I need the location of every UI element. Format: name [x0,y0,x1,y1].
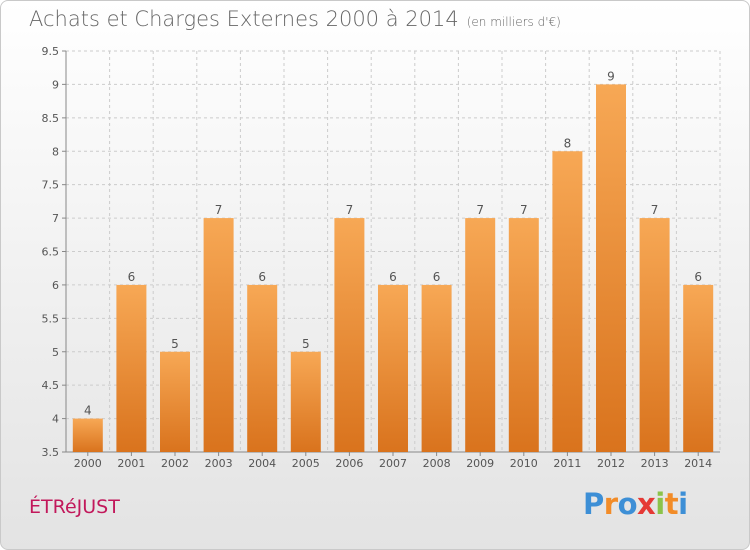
bar [508,218,539,452]
bar [552,151,583,452]
y-tick-label: 9 [52,78,59,91]
logo-letter: i [678,487,688,521]
bar-value-label: 6 [433,270,441,284]
bar-value-label: 7 [651,203,659,217]
bar [203,218,234,452]
chart-unit: (en milliers d'€) [466,15,561,29]
bar-value-label: 6 [128,270,136,284]
bar-value-label: 6 [258,270,266,284]
x-tick-label: 2006 [335,457,363,470]
bar-value-label: 7 [476,203,484,217]
logo-letter: P [583,487,604,521]
y-tick-label: 9.5 [42,45,60,58]
y-tick-label: 8.5 [42,112,60,125]
bar-value-label: 9 [607,69,615,83]
x-tick-label: 2007 [379,457,407,470]
logo-letter: o [617,487,638,521]
logo-letter: r [603,487,618,521]
bar [683,284,714,452]
bar [378,284,408,452]
y-tick-label: 6 [52,279,59,292]
x-tick-label: 2003 [205,457,233,470]
y-tick-label: 7.5 [42,179,60,192]
x-tick-label: 2005 [292,457,320,470]
bar [465,218,496,452]
y-tick-label: 8 [52,145,59,158]
bar [72,418,103,452]
bar [116,284,147,452]
bar-value-label: 7 [520,203,528,217]
y-tick-label: 6.5 [42,246,60,259]
bar-value-label: 6 [694,270,702,284]
bar [247,284,278,452]
logo-letter: i [655,487,665,521]
bar [596,84,626,453]
x-tick-label: 2004 [248,457,276,470]
x-tick-label: 2000 [74,457,102,470]
x-tick-label: 2009 [466,457,494,470]
logo-letter: x [637,487,656,521]
y-tick-label: 4 [52,413,59,426]
bar-value-label: 6 [389,270,397,284]
x-tick-label: 2002 [161,457,189,470]
y-tick-label: 3.5 [42,446,60,459]
x-tick-label: 2008 [423,457,451,470]
bar-value-label: 7 [346,203,354,217]
y-tick-label: 5.5 [42,312,60,325]
bar-value-label: 5 [302,337,310,351]
commune-name: ÉTRéJUST [29,496,120,518]
chart-title: Achats et Charges Externes 2000 à 2014 (e… [29,7,561,31]
x-tick-label: 2014 [684,457,712,470]
proxiti-logo: Proxiti [583,487,688,521]
chart-title-text: Achats et Charges Externes 2000 à 2014 [29,7,459,31]
bar [334,218,365,452]
bar-value-label: 4 [84,404,92,418]
bar [639,218,670,452]
bar [160,351,190,452]
bar [421,284,452,452]
labels: 3.5 4 4.5 5 5.5 6 6.5 7 7.5 8 8.5 9 9.5 4 2000 6 2001 5 20… [42,45,713,470]
y-tick-label: 7 [52,212,59,225]
bar [290,351,321,452]
x-tick-label: 2013 [641,457,669,470]
x-tick-label: 2011 [553,457,581,470]
y-tick-label: 5 [52,346,59,359]
bars [72,84,714,453]
logo-letter: t [664,487,679,521]
bar-value-label: 8 [564,136,572,150]
x-tick-label: 2001 [117,457,145,470]
y-tick-label: 4.5 [42,379,60,392]
bar-value-label: 5 [171,337,179,351]
x-tick-label: 2012 [597,457,625,470]
x-tick-label: 2010 [510,457,538,470]
bar-value-label: 7 [215,203,223,217]
